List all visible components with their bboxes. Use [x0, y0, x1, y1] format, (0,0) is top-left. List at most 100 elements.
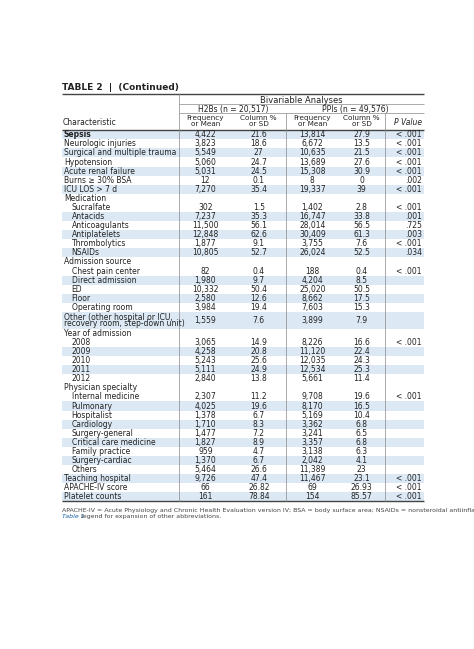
Text: Platelet counts: Platelet counts: [64, 493, 121, 502]
Text: Cardiology: Cardiology: [72, 420, 113, 429]
Text: ICU LOS > 7 d: ICU LOS > 7 d: [64, 185, 117, 194]
Text: 8,170: 8,170: [301, 402, 323, 411]
Text: 9.1: 9.1: [253, 239, 265, 249]
Text: 3,357: 3,357: [301, 438, 323, 447]
Text: 30,409: 30,409: [299, 230, 326, 239]
Text: 12,534: 12,534: [299, 365, 326, 374]
Text: 3,899: 3,899: [301, 316, 323, 325]
Text: 5,031: 5,031: [194, 167, 216, 176]
Text: recovery room, step-down unit): recovery room, step-down unit): [64, 319, 185, 328]
Text: Teaching hospital: Teaching hospital: [64, 474, 131, 484]
Text: Neurologic injuries: Neurologic injuries: [64, 140, 136, 149]
Text: Sucralfate: Sucralfate: [72, 203, 111, 212]
Bar: [63, 212, 423, 221]
Bar: [63, 185, 423, 194]
Text: 56.5: 56.5: [353, 221, 370, 230]
Text: Hypotension: Hypotension: [64, 158, 112, 167]
Text: .725: .725: [405, 221, 422, 230]
Text: 3,823: 3,823: [194, 140, 216, 149]
Text: Pulmonary: Pulmonary: [72, 402, 113, 411]
Text: 23: 23: [357, 465, 366, 474]
Text: 39: 39: [356, 185, 366, 194]
Text: 6.3: 6.3: [356, 447, 367, 456]
Text: 35.3: 35.3: [250, 212, 267, 221]
Text: 4,025: 4,025: [194, 402, 216, 411]
Text: < .001: < .001: [396, 203, 422, 212]
Text: 959: 959: [198, 447, 213, 456]
Text: Year of admission: Year of admission: [64, 329, 131, 338]
Text: 7.9: 7.9: [356, 316, 367, 325]
Text: Floor: Floor: [72, 294, 91, 303]
Text: Hospitalist: Hospitalist: [72, 411, 113, 420]
Text: 5,549: 5,549: [194, 149, 216, 158]
Text: 22.4: 22.4: [353, 347, 370, 356]
Text: 2,307: 2,307: [194, 393, 216, 402]
Text: Antiplatelets: Antiplatelets: [72, 230, 121, 239]
Text: 13,689: 13,689: [299, 158, 326, 167]
Text: < .001: < .001: [396, 140, 422, 149]
Text: 8.5: 8.5: [356, 276, 367, 285]
Text: 30.9: 30.9: [353, 167, 370, 176]
Text: < .001: < .001: [396, 149, 422, 158]
Text: 7.6: 7.6: [253, 316, 265, 325]
Text: Characteristic: Characteristic: [63, 118, 116, 127]
Text: 47.4: 47.4: [250, 474, 267, 484]
Text: 7.6: 7.6: [356, 239, 367, 249]
Text: 62.6: 62.6: [250, 230, 267, 239]
Text: 1,402: 1,402: [301, 203, 323, 212]
Text: 5,060: 5,060: [194, 158, 216, 167]
Bar: [63, 167, 423, 176]
Text: 25,020: 25,020: [299, 285, 326, 294]
Text: 61.3: 61.3: [353, 230, 370, 239]
Text: 2012: 2012: [72, 374, 91, 384]
Text: 7,237: 7,237: [194, 212, 216, 221]
Text: 1,980: 1,980: [194, 276, 216, 285]
Text: 50.5: 50.5: [353, 285, 370, 294]
Text: < .001: < .001: [396, 493, 422, 502]
Text: or SD: or SD: [352, 121, 372, 127]
Text: NSAIDs: NSAIDs: [72, 249, 100, 258]
Text: Burns ≥ 30% BSA: Burns ≥ 30% BSA: [64, 176, 131, 185]
Text: 0: 0: [359, 176, 364, 185]
Text: 35.4: 35.4: [250, 185, 267, 194]
Text: 26.6: 26.6: [250, 465, 267, 474]
Text: 26.82: 26.82: [248, 484, 270, 493]
Text: 1,378: 1,378: [194, 411, 216, 420]
Text: 19.6: 19.6: [353, 393, 370, 402]
Text: < .001: < .001: [396, 484, 422, 493]
Text: 3,241: 3,241: [301, 429, 323, 438]
Text: 1,877: 1,877: [194, 239, 216, 249]
Text: or Mean: or Mean: [298, 121, 327, 127]
Text: 16.5: 16.5: [353, 402, 370, 411]
Text: 12: 12: [201, 176, 210, 185]
Text: 8,226: 8,226: [301, 338, 323, 347]
Text: < .001: < .001: [396, 185, 422, 194]
Text: < .001: < .001: [396, 474, 422, 484]
Text: 28,014: 28,014: [299, 221, 326, 230]
Text: Anticoagulants: Anticoagulants: [72, 221, 129, 230]
Text: 7,270: 7,270: [194, 185, 216, 194]
Text: 0.4: 0.4: [253, 267, 265, 276]
Text: 11.4: 11.4: [353, 374, 370, 384]
Text: 13.8: 13.8: [250, 374, 267, 384]
Text: 4.7: 4.7: [253, 447, 265, 456]
Text: 33.8: 33.8: [353, 212, 370, 221]
Text: 2,580: 2,580: [194, 294, 216, 303]
Text: 11,120: 11,120: [299, 347, 326, 356]
Text: 52.5: 52.5: [353, 249, 370, 258]
Text: 13,814: 13,814: [299, 130, 326, 140]
Text: 188: 188: [305, 267, 319, 276]
Text: 11.2: 11.2: [250, 393, 267, 402]
Text: 25.6: 25.6: [250, 356, 267, 365]
Text: 1.5: 1.5: [253, 203, 265, 212]
Text: 7.2: 7.2: [253, 429, 265, 438]
Text: 4,204: 4,204: [301, 276, 323, 285]
Bar: [63, 312, 423, 329]
Text: 85.57: 85.57: [351, 493, 373, 502]
Text: < .001: < .001: [396, 167, 422, 176]
Text: 9.7: 9.7: [253, 276, 265, 285]
Text: 21.6: 21.6: [250, 130, 267, 140]
Text: 12,848: 12,848: [192, 230, 219, 239]
Text: legend for expansion of other abbreviations.: legend for expansion of other abbreviati…: [80, 515, 222, 519]
Text: 19,337: 19,337: [299, 185, 326, 194]
